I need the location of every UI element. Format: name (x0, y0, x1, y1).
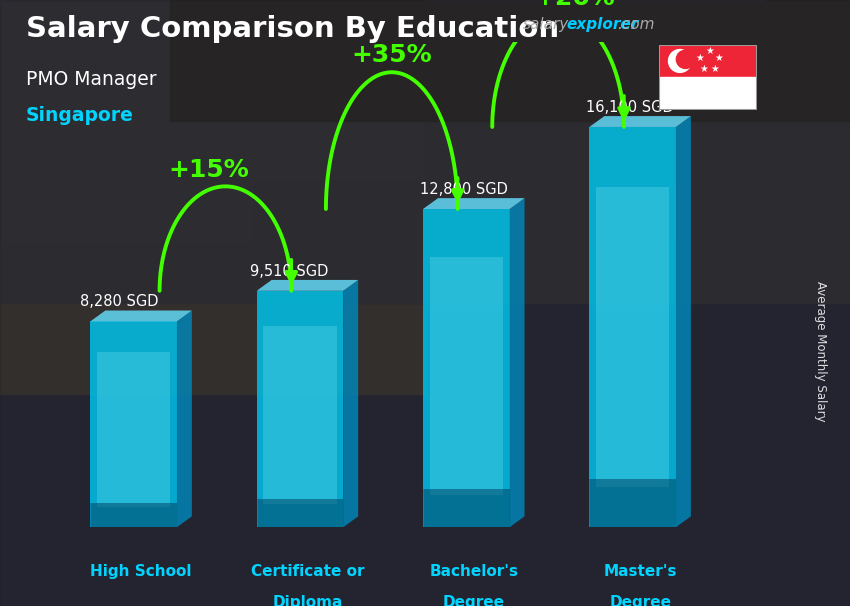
Text: Degree: Degree (443, 595, 505, 606)
Text: .com: .com (617, 17, 654, 32)
Text: +15%: +15% (168, 158, 249, 182)
Polygon shape (90, 502, 177, 527)
Text: Degree: Degree (609, 595, 672, 606)
Text: 8,280 SGD: 8,280 SGD (81, 295, 159, 309)
Text: ★: ★ (695, 53, 705, 63)
Text: ★: ★ (714, 53, 723, 63)
Text: 12,800 SGD: 12,800 SGD (420, 182, 507, 197)
Text: Salary Comparison By Education: Salary Comparison By Education (26, 15, 558, 43)
Text: salary: salary (523, 17, 569, 32)
Polygon shape (343, 280, 358, 527)
Polygon shape (676, 116, 691, 527)
Text: Singapore: Singapore (26, 106, 133, 125)
Text: +26%: +26% (535, 0, 615, 10)
Bar (659, 77, 756, 110)
Text: Average Monthly Salary: Average Monthly Salary (813, 281, 827, 422)
Text: High School: High School (90, 564, 192, 579)
Text: +35%: +35% (352, 44, 432, 67)
Text: PMO Manager: PMO Manager (26, 70, 156, 88)
Circle shape (677, 50, 694, 68)
Polygon shape (257, 291, 343, 527)
Polygon shape (423, 198, 524, 209)
Bar (659, 45, 756, 77)
Circle shape (668, 50, 691, 72)
Polygon shape (423, 209, 509, 527)
Text: explorer: explorer (567, 17, 639, 32)
Polygon shape (90, 310, 192, 321)
Polygon shape (509, 198, 524, 527)
Text: ★: ★ (705, 46, 714, 56)
Text: Master's: Master's (604, 564, 677, 579)
Text: ★: ★ (700, 64, 708, 74)
Polygon shape (589, 479, 676, 527)
Polygon shape (430, 257, 503, 495)
Polygon shape (589, 127, 676, 527)
Polygon shape (423, 489, 509, 527)
Text: Bachelor's: Bachelor's (429, 564, 518, 579)
Polygon shape (257, 499, 343, 527)
Text: Certificate or: Certificate or (251, 564, 364, 579)
Polygon shape (97, 352, 170, 507)
Polygon shape (264, 326, 337, 504)
Text: ★: ★ (711, 64, 719, 74)
Polygon shape (90, 321, 177, 527)
Polygon shape (589, 116, 691, 127)
Text: 9,510 SGD: 9,510 SGD (250, 264, 328, 279)
Polygon shape (177, 310, 192, 527)
Polygon shape (257, 280, 358, 291)
Text: 16,100 SGD: 16,100 SGD (586, 100, 674, 115)
Polygon shape (596, 187, 669, 487)
Text: Diploma: Diploma (272, 595, 343, 606)
